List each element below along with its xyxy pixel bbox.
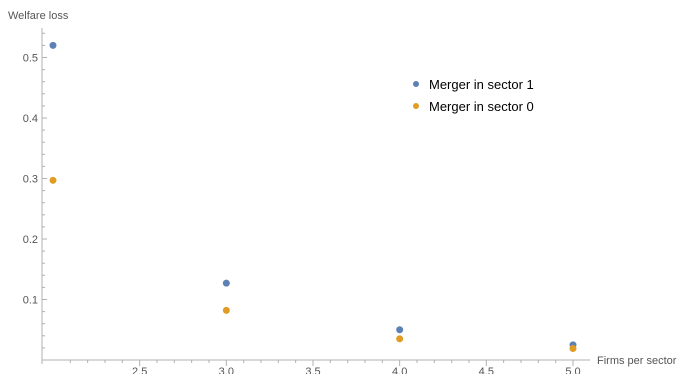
minor-ticks — [42, 32, 557, 363]
x-ticks: 2.5 3.0 3.5 4.0 4.5 5.0 — [132, 360, 581, 374]
data-point-series-1 — [49, 41, 57, 49]
legend: Merger in sector 1 Merger in sector 0 — [413, 77, 534, 114]
y-axis-title: Welfare loss — [8, 10, 69, 22]
y-ticks: 0.1 0.2 0.3 0.4 0.5 — [23, 53, 47, 307]
x-tick-label: 4.0 — [392, 366, 407, 374]
x-tick-label: 4.5 — [479, 366, 494, 374]
legend-label-series-2: Merger in sector 0 — [429, 99, 534, 114]
y-tick-label: 0.1 — [23, 295, 38, 307]
data-point-series-2 — [222, 306, 230, 314]
x-tick-label: 3.5 — [305, 366, 320, 374]
y-tick-label: 0.3 — [23, 174, 38, 186]
x-tick-label: 3.0 — [219, 366, 234, 374]
y-tick-label: 0.4 — [23, 113, 38, 125]
y-tick-label: 0.2 — [23, 234, 38, 246]
legend-marker-series-1 — [413, 81, 419, 87]
legend-item-series-1: Merger in sector 1 — [413, 77, 534, 92]
y-tick-label: 0.5 — [23, 53, 38, 65]
x-tick-label: 2.5 — [132, 366, 147, 374]
data-point-series-2 — [396, 335, 404, 343]
data-points — [49, 41, 577, 353]
data-point-series-2 — [569, 345, 577, 353]
legend-item-series-2: Merger in sector 0 — [413, 99, 534, 114]
data-point-series-1 — [396, 326, 404, 334]
x-axis-title: Firms per sector — [597, 355, 677, 367]
axes — [41, 28, 590, 364]
legend-marker-series-2 — [413, 103, 419, 109]
legend-label-series-1: Merger in sector 1 — [429, 77, 534, 92]
data-point-series-1 — [222, 279, 230, 287]
data-point-series-2 — [49, 176, 57, 184]
x-tick-label: 5.0 — [565, 366, 580, 374]
